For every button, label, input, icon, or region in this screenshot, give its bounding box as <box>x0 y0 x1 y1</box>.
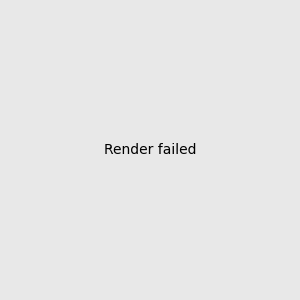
Text: Render failed: Render failed <box>104 143 196 157</box>
